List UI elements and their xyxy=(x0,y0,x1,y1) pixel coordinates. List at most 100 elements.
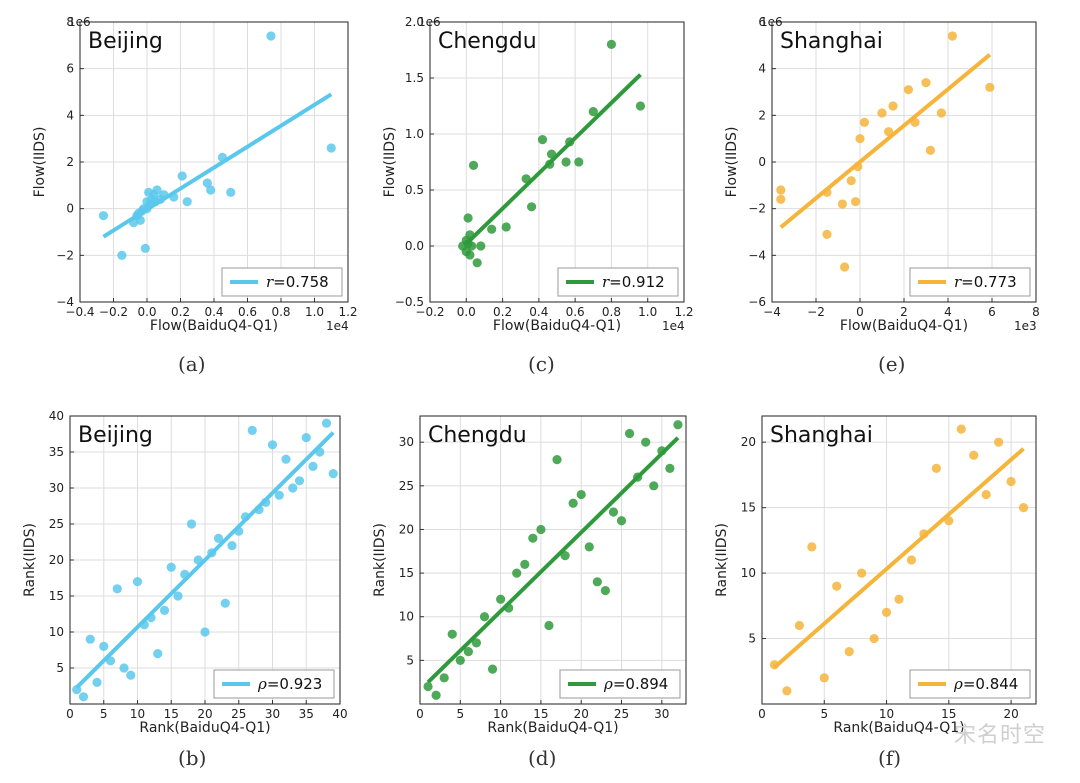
x-axis-label: Rank(BaiduQ4-Q1) xyxy=(833,720,964,736)
legend-value: =0.844 xyxy=(963,675,1019,693)
data-point xyxy=(117,250,127,260)
y-tick-label: 5 xyxy=(406,653,414,667)
x-tick-label: 0 xyxy=(66,707,74,721)
y-axis-label: Flow(IIDS) xyxy=(724,127,740,198)
plot-area xyxy=(430,22,684,302)
chart-panel-d: 0 5 10 15 20 25 30 5 10 15 20 25 30 Rank(BaiduQ4-Q1) R… xyxy=(372,415,687,736)
data-point xyxy=(869,633,879,644)
x-tick-label: 25 xyxy=(614,707,629,721)
y-tick-label: −2 xyxy=(56,248,74,262)
x-tick-label: 30 xyxy=(265,707,280,721)
x-tick-label: 1.2 xyxy=(674,305,693,319)
x-tick-label: 5 xyxy=(820,707,828,721)
legend-value: =0.912 xyxy=(609,273,665,291)
data-point xyxy=(956,424,966,434)
data-point xyxy=(1018,503,1029,513)
data-point xyxy=(844,647,854,657)
data-point xyxy=(855,134,865,144)
data-point xyxy=(536,524,546,535)
legend-label: ρ=0.923 xyxy=(257,675,322,693)
legend-symbol: r xyxy=(602,273,610,291)
x-tick-label: −0.2 xyxy=(99,305,128,319)
x-tick-label: 0.4 xyxy=(204,305,223,319)
data-point xyxy=(921,78,931,88)
legend-label: ρ=0.844 xyxy=(953,675,1018,693)
data-point xyxy=(177,171,187,181)
data-point xyxy=(267,440,278,450)
data-point xyxy=(463,647,473,657)
data-point xyxy=(281,454,291,464)
y-tick-label: 30 xyxy=(399,435,414,449)
data-point xyxy=(182,197,192,207)
data-point xyxy=(857,568,867,578)
data-point xyxy=(132,577,143,587)
chart-title: Shanghai xyxy=(780,29,883,54)
x-tick-label: 0.6 xyxy=(238,305,257,319)
x-tick-label: 0.4 xyxy=(529,305,548,319)
x-axis-label: Flow(BaiduQ4-Q1) xyxy=(840,318,968,334)
data-point xyxy=(92,677,102,688)
data-point xyxy=(152,185,162,195)
x-tick-label: −2 xyxy=(807,305,825,319)
axes-frame xyxy=(429,21,685,303)
data-point xyxy=(186,519,197,529)
data-point xyxy=(527,202,537,212)
data-point xyxy=(588,107,598,117)
y-tick-label: 20 xyxy=(399,522,414,536)
data-point xyxy=(476,241,486,251)
data-point xyxy=(274,490,284,500)
y-tick-label: 1.5 xyxy=(405,71,424,85)
x-axis-label: Rank(BaiduQ4-Q1) xyxy=(487,720,618,736)
chart-panel-c: −0.2 0.0 0.2 0.4 0.6 0.8 1.0 1.2 −0.5 0.0 0.5 1.0 1.… xyxy=(382,15,694,334)
data-point xyxy=(227,541,237,551)
y-tick-label: −4 xyxy=(748,248,766,262)
data-point xyxy=(568,498,578,508)
data-point xyxy=(635,101,646,111)
data-point xyxy=(819,673,829,683)
data-point xyxy=(112,584,122,594)
data-point xyxy=(200,627,210,637)
data-point xyxy=(906,555,917,565)
data-point xyxy=(776,194,786,204)
data-point xyxy=(126,670,136,680)
regression-line xyxy=(102,92,333,239)
data-point xyxy=(301,433,311,443)
data-point xyxy=(173,591,183,601)
legend-value: =0.894 xyxy=(613,675,669,693)
legend-value: =0.773 xyxy=(961,273,1017,291)
data-point xyxy=(584,542,594,552)
chart-title: Chengdu xyxy=(438,29,537,54)
legend-symbol: r xyxy=(266,273,274,291)
data-point xyxy=(649,481,659,491)
data-point xyxy=(135,215,145,225)
data-point xyxy=(994,437,1004,447)
data-point xyxy=(439,673,449,683)
x-tick-label: 10 xyxy=(879,707,894,721)
regression-line xyxy=(75,431,335,689)
data-point xyxy=(616,516,627,526)
y-exponent-label: 1e6 xyxy=(68,15,91,29)
data-point xyxy=(431,690,441,700)
data-point xyxy=(606,39,617,50)
data-point xyxy=(840,262,850,272)
x-tick-label: 0 xyxy=(758,707,766,721)
data-point xyxy=(202,178,212,188)
data-point xyxy=(576,489,586,500)
chart-title: Shanghai xyxy=(770,423,873,448)
y-tick-label: 4 xyxy=(66,108,74,122)
x-tick-label: 20 xyxy=(197,707,212,721)
x-tick-label: 0.0 xyxy=(457,305,476,319)
data-point xyxy=(552,455,562,465)
data-point xyxy=(925,145,936,155)
y-tick-label: 2.0 xyxy=(405,15,424,29)
legend-symbol: ρ xyxy=(953,675,963,693)
y-tick-label: 5 xyxy=(748,632,756,646)
data-point xyxy=(472,258,482,268)
x-tick-label: 10 xyxy=(130,707,145,721)
y-axis-label: Flow(IIDS) xyxy=(32,127,48,198)
y-axis-label: Rank(IIDS) xyxy=(22,523,38,597)
data-point xyxy=(782,686,792,696)
y-tick-label: 6 xyxy=(758,15,766,29)
x-tick-label: 5 xyxy=(100,707,108,721)
regression-line xyxy=(464,73,642,246)
